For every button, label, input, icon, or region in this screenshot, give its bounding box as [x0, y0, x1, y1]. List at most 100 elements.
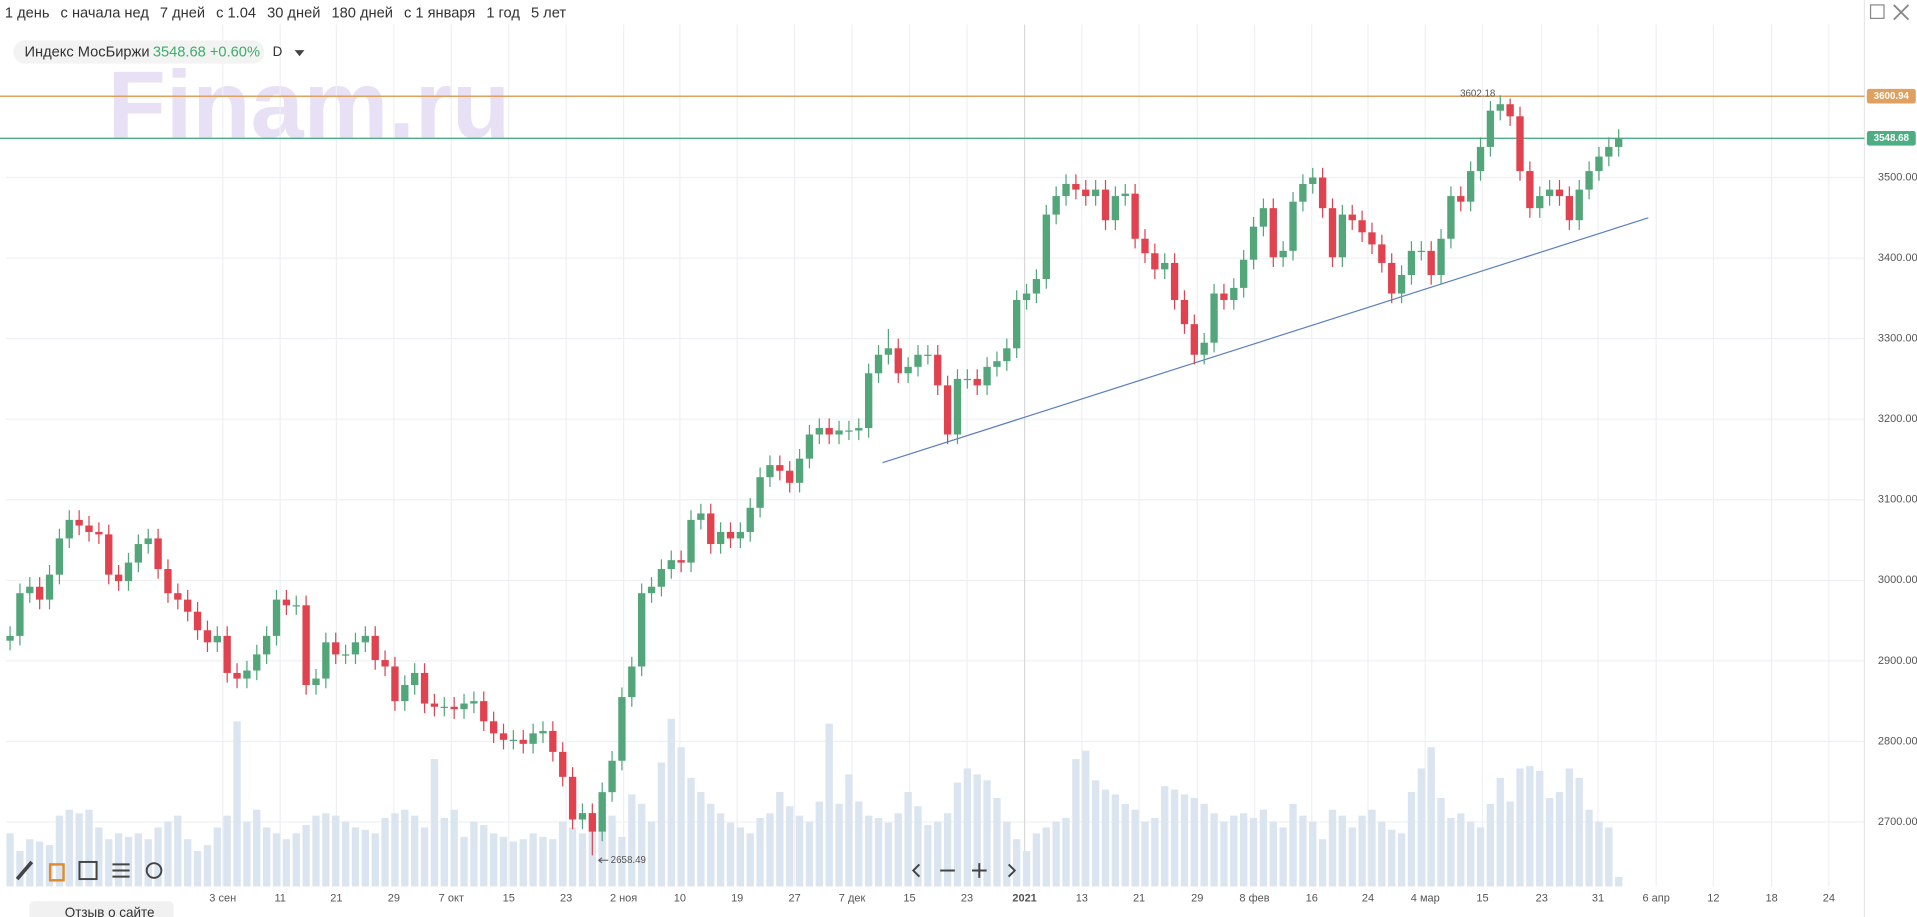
candle-body [756, 477, 764, 508]
candle-body [144, 538, 152, 545]
volume-bar [460, 836, 468, 887]
scroll-right[interactable] [1007, 863, 1017, 878]
volume-bar [1141, 821, 1149, 887]
range-button[interactable]: с 1.04 [216, 5, 256, 21]
candle-body [864, 373, 873, 429]
candle-body [253, 654, 261, 671]
candle-body [1605, 146, 1613, 157]
volume-bar [677, 747, 685, 887]
volume-bar [1170, 789, 1179, 887]
layers-icon[interactable] [48, 863, 65, 882]
range-button[interactable]: с 1 января [404, 5, 475, 21]
candle-body [35, 586, 44, 600]
range-button[interactable]: 1 день [5, 5, 50, 21]
volume-bar [223, 815, 231, 887]
volume-bar [1466, 821, 1475, 887]
brush-icon[interactable] [15, 860, 34, 881]
volume-bar [539, 836, 547, 887]
y-tick-label: 3200.00 [1878, 413, 1917, 425]
feedback-tab[interactable]: Отзыв о сайте [29, 901, 174, 917]
candle-body [707, 513, 715, 545]
volume-bar [746, 833, 754, 887]
volume-bar [1200, 803, 1208, 887]
candle-body [894, 348, 902, 374]
candle-body [292, 605, 300, 607]
range-button[interactable]: 180 дней [331, 5, 393, 21]
volume-bar [391, 813, 399, 887]
add-icon[interactable] [78, 860, 98, 881]
scroll-left[interactable] [911, 863, 921, 878]
range-button[interactable]: 5 лет [531, 5, 566, 21]
candle-body [391, 666, 399, 702]
candle-body [1545, 189, 1554, 197]
candle-body [519, 739, 527, 744]
range-button[interactable]: с начала нед [61, 5, 150, 21]
candle-body [341, 654, 350, 656]
low-arrow [598, 857, 609, 864]
candle-body [825, 428, 833, 435]
x-tick-label: 18 [1766, 893, 1778, 905]
volume-bar [430, 759, 439, 887]
volume-bar [1240, 813, 1248, 887]
candle-body [983, 366, 991, 386]
volume-bar [519, 839, 527, 887]
candle-body [1101, 189, 1110, 221]
range-button[interactable]: 1 год [486, 5, 520, 21]
candle-body [835, 430, 843, 435]
volume-bar [924, 825, 932, 887]
legend-box: Индекс МосБиржи 3548.68 +0.60% D [13, 40, 305, 64]
save-icon[interactable] [1869, 4, 1885, 19]
reset-icon[interactable] [145, 862, 163, 879]
candle-body [1318, 177, 1327, 209]
candle-body [716, 531, 725, 545]
volume-bar [805, 821, 814, 887]
y-tick-label: 3300.00 [1878, 333, 1917, 345]
volume-bar [835, 803, 843, 887]
candle-body [549, 730, 557, 752]
candle-body [1131, 193, 1139, 239]
volume-bar [855, 801, 863, 887]
feedback-text[interactable]: Отзыв о сайте [65, 905, 155, 917]
volume-bar [1111, 794, 1120, 887]
feedback-bg[interactable] [29, 901, 174, 917]
candle-body [1082, 189, 1090, 197]
level-tag [1866, 130, 1916, 146]
volume-bar [1378, 821, 1386, 887]
volume-bar [766, 813, 774, 887]
candle-body [1013, 299, 1021, 349]
x-tick-label: 15 [1476, 893, 1488, 905]
volume-bar [687, 777, 695, 887]
candle-body [262, 635, 271, 655]
candle-body [568, 776, 577, 820]
range-button[interactable]: 7 дней [160, 5, 205, 21]
candle-body [85, 525, 93, 532]
candle-body [795, 458, 804, 483]
volume-bar [85, 809, 93, 887]
volume-bar [628, 794, 636, 887]
volume-bar [312, 815, 320, 887]
candle-body [499, 733, 508, 740]
range-button[interactable]: 30 дней [267, 5, 320, 21]
interval[interactable]: D [273, 44, 283, 59]
volume-bar [815, 801, 823, 887]
candle-body [1486, 110, 1495, 147]
volume-bar [1585, 809, 1593, 887]
zoom-in[interactable] [971, 863, 987, 878]
interval-dropdown[interactable] [294, 50, 305, 57]
candle-body [1555, 189, 1564, 197]
volume-bar [874, 817, 883, 887]
candle-body [223, 635, 231, 673]
x-tick-label: 23 [1536, 893, 1548, 905]
candle-body [1072, 183, 1080, 190]
volume-bar [1545, 797, 1554, 887]
candle-body [953, 378, 962, 435]
volume-bar [914, 806, 922, 887]
volume-bar [795, 815, 804, 887]
candle-body [588, 813, 596, 832]
volume-bar [707, 803, 715, 887]
candle-body [480, 701, 488, 722]
volume-bar [1289, 803, 1297, 887]
volume-bar [736, 827, 745, 887]
tools-icon[interactable] [1893, 4, 1910, 21]
settings-icon[interactable] [112, 863, 130, 878]
